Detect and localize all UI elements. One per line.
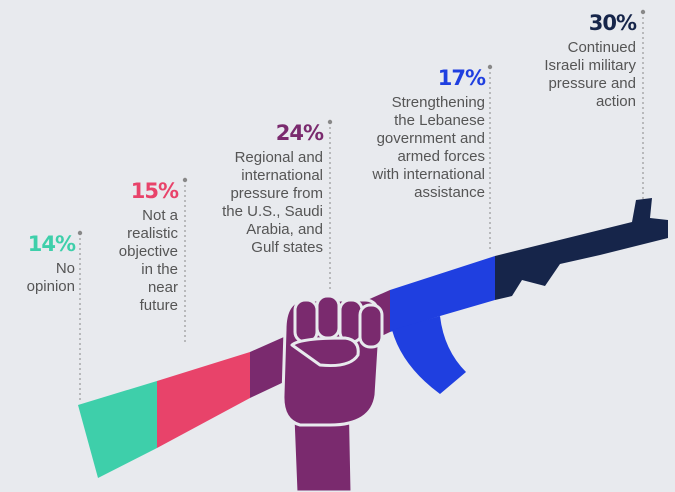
rifle-segment [157, 352, 250, 448]
leader-dot [183, 178, 187, 182]
leader-dot [488, 65, 492, 69]
leader-dot [641, 10, 645, 14]
infographic: 14% Noopinion 15% Not arealisticobjectivein… [0, 0, 675, 492]
value-label: 14% [28, 232, 76, 256]
rifle-segment [390, 256, 495, 394]
value-label: 24% [276, 121, 324, 145]
segment-part [392, 316, 466, 394]
value-label: 15% [131, 179, 179, 203]
value-label: 30% [589, 11, 637, 35]
fist [283, 296, 382, 492]
rifle-segment [495, 198, 668, 300]
rifle-segment [78, 381, 157, 478]
leader-dot [78, 231, 82, 235]
segment-part [495, 198, 668, 300]
segment-part [390, 256, 495, 332]
fist-finger [360, 305, 382, 347]
fist-finger [317, 296, 339, 338]
segment-part [78, 381, 157, 478]
value-label: 17% [438, 66, 486, 90]
leader-dot [328, 120, 332, 124]
segment-part [157, 352, 250, 448]
fist-finger [295, 300, 317, 342]
